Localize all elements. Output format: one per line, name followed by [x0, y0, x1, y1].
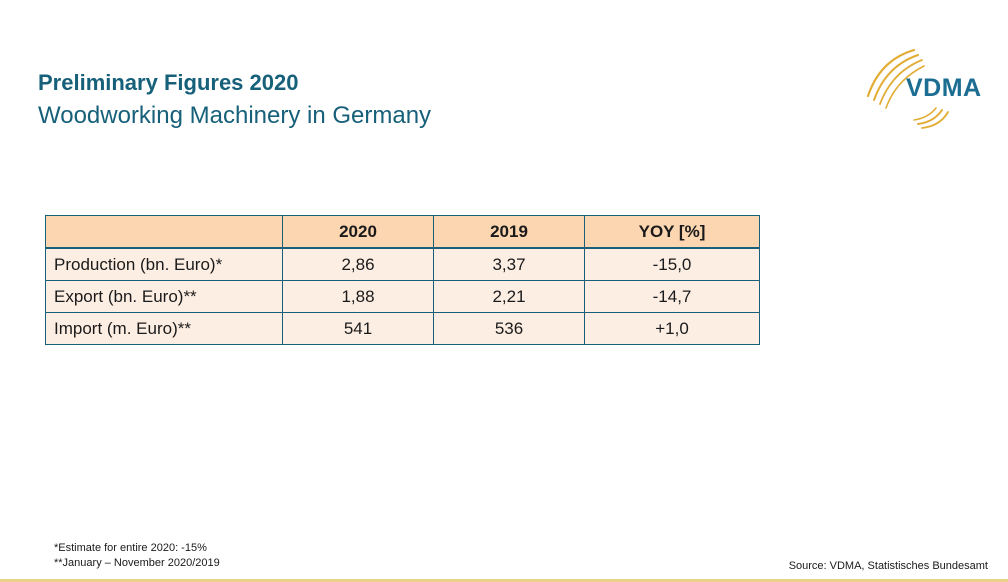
- cell-2020: 541: [282, 312, 434, 345]
- vdma-swoosh-icon: [866, 48, 949, 129]
- footnote-estimate: *Estimate for entire 2020: -15%: [54, 542, 207, 554]
- figures-table: 2020 2019 YOY [%] Production (bn. Euro)*…: [45, 215, 760, 345]
- page-subtitle: Woodworking Machinery in Germany: [38, 102, 432, 129]
- table-row: Production (bn. Euro)* 2,86 3,37 -15,0: [45, 247, 760, 281]
- logo-text: VDMA: [906, 74, 982, 102]
- row-label: Export (bn. Euro)**: [45, 280, 283, 313]
- header-cell-yoy: YOY [%]: [584, 215, 760, 249]
- table-row: Export (bn. Euro)** 1,88 2,21 -14,7: [45, 280, 760, 313]
- footnotes: *Estimate for entire 2020: -15% **Januar…: [54, 541, 220, 571]
- row-label: Production (bn. Euro)*: [45, 247, 283, 281]
- header-cell-label: [45, 215, 283, 249]
- footnote-period: **January – November 2020/2019: [54, 557, 220, 569]
- cell-2019: 3,37: [433, 247, 585, 281]
- table-header-row: 2020 2019 YOY [%]: [45, 215, 760, 249]
- cell-yoy: -14,7: [584, 280, 760, 313]
- table-row: Import (m. Euro)** 541 536 +1,0: [45, 312, 760, 345]
- cell-2020: 1,88: [282, 280, 434, 313]
- cell-2019: 536: [433, 312, 585, 345]
- row-label: Import (m. Euro)**: [45, 312, 283, 345]
- vdma-logo: VDMA: [862, 46, 992, 130]
- bottom-divider: [0, 579, 1008, 582]
- cell-yoy: +1,0: [584, 312, 760, 345]
- header-cell-2019: 2019: [433, 215, 585, 249]
- page-title: Preliminary Figures 2020: [38, 70, 299, 95]
- cell-yoy: -15,0: [584, 247, 760, 281]
- cell-2020: 2,86: [282, 247, 434, 281]
- cell-2019: 2,21: [433, 280, 585, 313]
- header-cell-2020: 2020: [282, 215, 434, 249]
- source-note: Source: VDMA, Statistisches Bundesamt: [788, 560, 988, 572]
